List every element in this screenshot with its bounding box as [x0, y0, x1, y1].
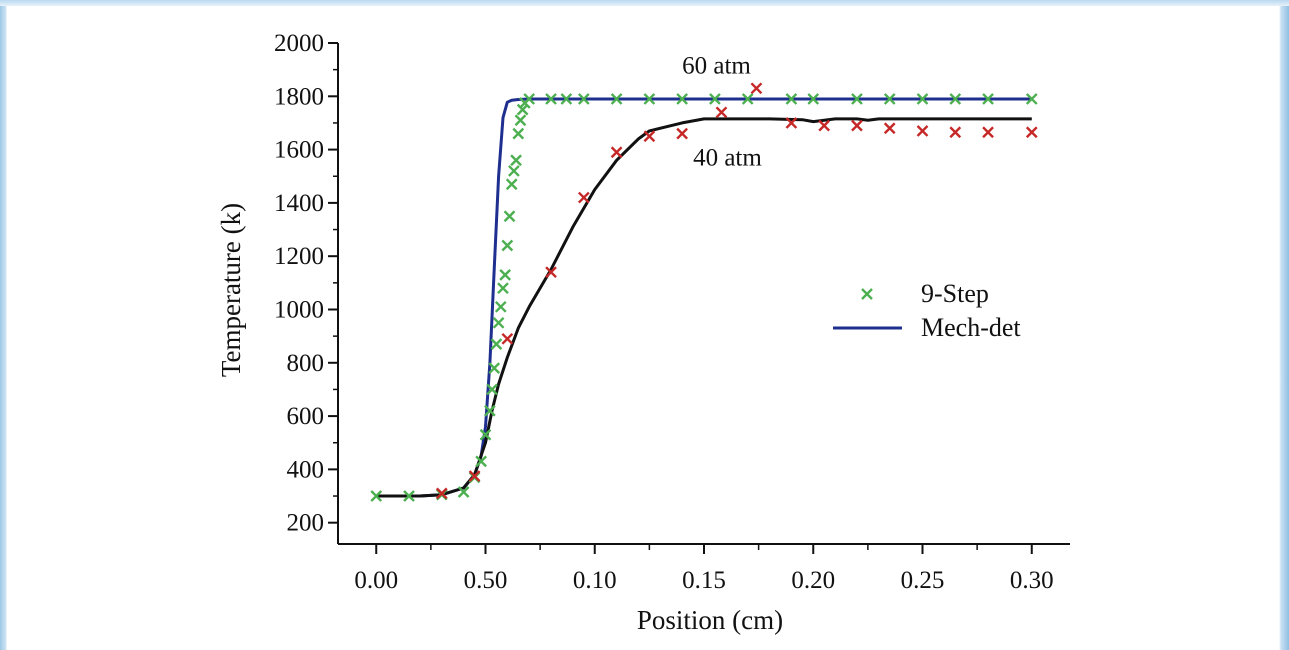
legend-label: Mech-det	[921, 313, 1021, 342]
x-tick-label: 0.30	[1010, 567, 1054, 594]
data-point-marker	[523, 93, 536, 105]
plot-markers	[370, 82, 1038, 502]
x-tick-label: 0.25	[901, 567, 945, 594]
data-point-marker	[468, 470, 481, 482]
y-tick-label: 600	[287, 403, 325, 430]
data-point-marker	[484, 404, 496, 417]
data-point-marker	[560, 93, 573, 105]
y-tick-label: 1000	[274, 296, 324, 323]
y-tick-label: 2000	[274, 30, 324, 57]
y-axis-title: Temperature (k)	[216, 203, 246, 377]
data-point-marker	[785, 117, 798, 129]
data-point-marker	[1025, 93, 1038, 105]
annotation-label: 40 atm	[693, 145, 762, 172]
data-point-marker	[883, 93, 896, 105]
y-tick-label: 1600	[274, 137, 324, 164]
data-point-marker	[501, 332, 514, 345]
data-point-marker	[497, 282, 509, 295]
x-tick-label: 0.15	[682, 567, 726, 594]
data-point-marker	[370, 490, 383, 502]
data-point-marker	[577, 191, 590, 204]
slide-top-band	[0, 0, 1289, 6]
data-point-marker	[457, 486, 470, 498]
data-point-marker	[508, 165, 520, 177]
data-point-marker	[883, 122, 896, 135]
data-point-marker	[512, 127, 525, 140]
y-tick-label: 800	[287, 350, 325, 377]
data-point-marker	[982, 126, 994, 139]
x-axis-title: Position (cm)	[637, 605, 783, 635]
annotation-label: 60 atm	[682, 53, 751, 80]
data-point-marker	[503, 210, 516, 223]
data-point-marker	[435, 487, 448, 500]
y-tick-label: 1400	[274, 190, 324, 217]
data-point-marker	[510, 154, 522, 167]
data-point-marker	[505, 178, 518, 191]
data-point-marker	[916, 125, 929, 137]
x-tick-label: 0.10	[573, 567, 617, 594]
data-point-marker	[1025, 126, 1038, 139]
data-point-marker	[486, 383, 498, 396]
data-point-marker	[851, 93, 863, 105]
data-point-marker	[488, 362, 501, 374]
data-point-marker	[545, 93, 557, 105]
data-point-marker	[545, 266, 557, 279]
data-point-marker	[494, 300, 507, 313]
data-point-marker	[516, 103, 529, 116]
data-point-marker	[577, 93, 590, 105]
y-tick-label: 400	[287, 456, 325, 483]
data-point-marker	[643, 93, 656, 105]
data-point-marker	[514, 114, 527, 127]
data-point-marker	[501, 239, 514, 252]
legend-label: 9-Step	[921, 279, 989, 308]
data-point-marker	[610, 146, 623, 159]
data-point-marker	[676, 127, 688, 140]
y-tick-label: 200	[287, 510, 325, 537]
data-point-marker	[916, 93, 929, 105]
data-point-marker	[403, 490, 415, 502]
legend-marker	[861, 288, 873, 300]
data-point-marker	[750, 82, 763, 95]
data-point-marker	[479, 428, 492, 441]
x-tick-label: 0.00	[354, 567, 398, 594]
data-point-marker	[851, 119, 863, 132]
axes: 200 400 600 800 1000 1200 1400 1600 1800 2000 0.00…	[274, 30, 1070, 594]
data-point-marker	[741, 93, 754, 105]
data-point-marker	[643, 130, 656, 143]
data-point-marker	[499, 268, 512, 281]
annotations: 60 atm 40 atm	[682, 53, 762, 172]
y-tick-label: 1800	[274, 83, 324, 110]
data-point-marker	[715, 106, 728, 119]
data-point-marker	[610, 93, 623, 105]
data-point-marker	[490, 338, 503, 350]
x-tick-label: 0.20	[791, 567, 835, 594]
data-point-marker	[709, 93, 721, 105]
data-point-marker	[475, 455, 487, 468]
data-point-marker	[949, 93, 962, 105]
data-point-marker	[807, 93, 820, 105]
legend: 9-Step Mech-det	[833, 279, 1021, 342]
data-point-marker	[982, 93, 994, 105]
data-point-marker	[818, 119, 831, 132]
data-point-marker	[676, 93, 688, 105]
data-point-marker	[492, 316, 505, 329]
data-point-marker	[949, 126, 962, 139]
y-tick-label: 1200	[274, 243, 324, 270]
x-tick-label: 0.50	[464, 567, 508, 594]
data-point-marker	[785, 93, 798, 105]
